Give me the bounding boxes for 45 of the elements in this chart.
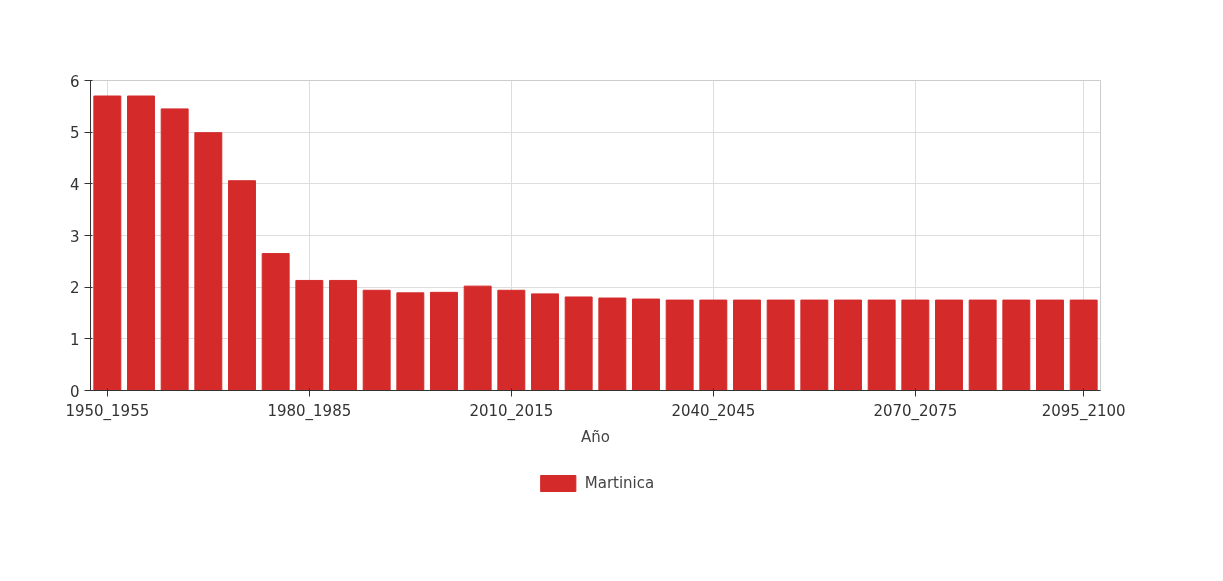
bar — [93, 95, 122, 391]
bar — [261, 253, 290, 391]
bar — [901, 299, 930, 391]
bar — [733, 299, 761, 391]
x-tick-label: 1980_1985 — [267, 401, 352, 421]
bar — [867, 299, 896, 391]
bar — [329, 279, 357, 391]
legend-label: Martinica — [584, 474, 655, 492]
bar — [430, 291, 458, 391]
bar — [665, 299, 694, 391]
bar — [800, 299, 829, 391]
y-tick-label: 3 — [69, 227, 80, 246]
bar — [228, 180, 256, 391]
x-tick-label: 2095_2100 — [1041, 401, 1126, 421]
bar — [396, 292, 425, 391]
bar — [497, 289, 526, 391]
x-tick-label: 2010_2015 — [469, 401, 554, 421]
bar — [968, 299, 997, 391]
bar — [463, 285, 492, 391]
bar — [1069, 299, 1098, 391]
bar — [531, 293, 559, 391]
y-tick-label: 2 — [69, 279, 80, 298]
x-tick-label: 2070_2075 — [873, 401, 958, 421]
bar — [1002, 299, 1031, 391]
bar — [766, 299, 795, 391]
bar — [834, 299, 862, 391]
y-tick-label: 5 — [69, 124, 80, 143]
bar — [935, 299, 963, 391]
bar — [1036, 299, 1064, 391]
y-tick-label: 4 — [69, 175, 80, 194]
y-tick-label: 1 — [69, 330, 80, 349]
x-axis-title: Año — [581, 427, 610, 446]
x-tick-label: 1950_1955 — [65, 401, 150, 421]
bar — [564, 296, 593, 391]
bar — [598, 297, 627, 391]
x-tick-label: 2040_2045 — [671, 401, 756, 421]
y-tick-label: 0 — [69, 382, 80, 401]
bar — [295, 279, 324, 391]
bar — [160, 108, 189, 391]
y-tick-label: 6 — [69, 72, 80, 91]
bar — [632, 298, 660, 391]
bar — [362, 289, 391, 391]
bar — [194, 132, 223, 391]
bar — [127, 95, 155, 391]
bar — [699, 299, 728, 391]
